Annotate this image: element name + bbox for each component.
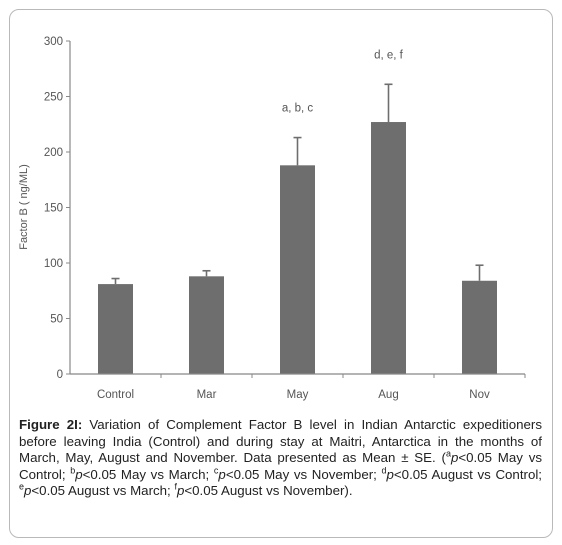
- p-symbol-e: p: [24, 483, 32, 499]
- x-tick-label: May: [287, 389, 309, 401]
- bar-may: [280, 165, 315, 374]
- y-tick-label: 200: [44, 147, 63, 159]
- x-tick-label: Nov: [469, 389, 490, 401]
- p-symbol-d: p: [386, 466, 394, 482]
- bars: a, b, c d, e, f: [98, 49, 497, 374]
- y-tick-label: 50: [50, 314, 63, 326]
- bar-chart: 0 50 100 150 200 250 300 a, b, c d, e, f Contro…: [18, 36, 526, 401]
- footnote-mark-c: c: [213, 465, 219, 476]
- x-tick-label: Control: [97, 389, 134, 401]
- significance-label: d, e, f: [374, 49, 404, 61]
- footnote-mark-a: a: [445, 448, 451, 459]
- x-tick-label: Mar: [197, 389, 217, 401]
- footnote-mark-b: b: [70, 465, 76, 476]
- caption-note-c: <0.05 May vs November;: [225, 466, 382, 482]
- x-tick-label: Aug: [378, 389, 398, 401]
- y-axis-label: Factor B ( ng/ML): [18, 164, 30, 250]
- y-tick-label: 0: [57, 369, 63, 381]
- caption-note-e: <0.05 August vs March;: [31, 483, 175, 499]
- caption-note-a: <0.05 May vs Control;: [19, 450, 542, 482]
- significance-label: a, b, c: [282, 103, 314, 115]
- p-symbol-c: p: [218, 466, 226, 482]
- p-symbol-b: p: [75, 466, 83, 482]
- figure-caption: Figure 2I: Variation of Complement Facto…: [19, 417, 542, 500]
- bar-nov: [462, 280, 497, 374]
- y-tick-label: 250: [44, 92, 63, 104]
- y-tick-label: 100: [44, 258, 63, 270]
- footnote-mark-e: e: [19, 481, 25, 492]
- y-axis: 0 50 100 150 200 250 300: [44, 36, 71, 381]
- bar-aug: [371, 122, 406, 374]
- y-tick-label: 150: [44, 203, 63, 215]
- figure-label: Figure 2I:: [19, 417, 83, 432]
- caption-note-b: <0.05 May vs March;: [82, 466, 214, 482]
- y-tick-label: 300: [44, 36, 63, 48]
- caption-note-d: <0.05 August vs Control;: [393, 466, 542, 482]
- p-symbol-a: p: [450, 450, 459, 466]
- bar-control: [98, 284, 133, 374]
- x-axis: Control Mar May Aug Nov: [70, 373, 526, 401]
- bar-mar: [189, 276, 224, 374]
- footnote-mark-f: f: [174, 481, 177, 492]
- p-symbol-f: p: [176, 483, 185, 499]
- caption-text: Variation of Complement Factor B level i…: [19, 417, 543, 466]
- caption-note-f: <0.05 August vs November).: [184, 483, 353, 499]
- footnote-mark-d: d: [381, 465, 387, 476]
